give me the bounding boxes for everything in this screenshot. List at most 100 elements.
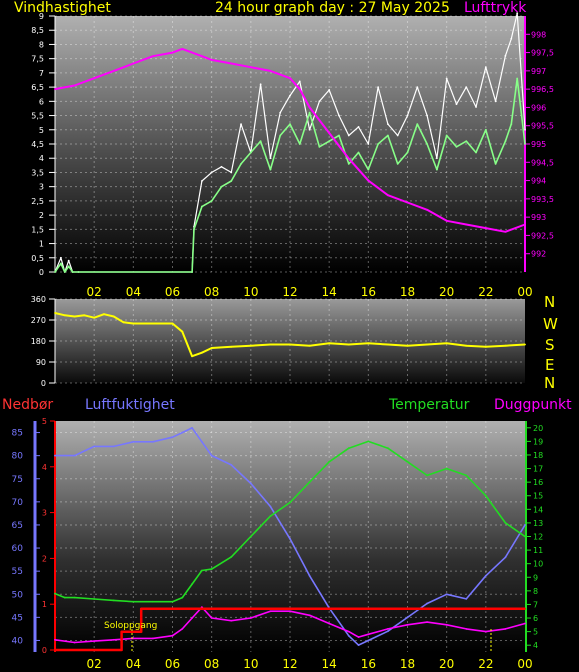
x-tick-label: 16 [361,285,376,299]
wind-speed-line-point [269,168,272,171]
wind-gust-line-point [396,134,399,137]
pressure-line-point [181,48,184,50]
y2-tick-label: 994 [531,177,546,186]
humidity-line-point [426,602,428,605]
wind-direction-line-point [83,314,86,317]
wind-speed-line-point [54,271,56,273]
wind-gust-line-point [465,86,468,89]
wind-speed-line-point [259,140,262,143]
y-tick-label: 8,5 [31,26,44,35]
wind-gust-line-point [59,256,62,259]
humidity-tick-label: 75 [12,475,23,485]
humidity-line-point [73,454,76,457]
temperature-line-point [406,460,409,463]
temperature-line-point [504,522,507,524]
pressure-line-point [298,88,301,91]
compass-s: S [545,336,555,354]
wind-direction-line-point [103,313,105,316]
temperature-line-point [347,447,350,450]
x-tick-label: 02 [87,285,102,299]
wind-speed-line-point [377,143,380,145]
y-tick-label: 5 [39,126,44,135]
wind-direction-line-point [308,344,311,347]
y2-tick-label: 996,5 [531,85,554,94]
wind-gust-line-point [416,86,419,89]
wind-speed-line-point [67,265,70,268]
wind-speed-plot-area [55,16,525,272]
rain-tick-label: 4 [42,463,47,472]
y2-tick-label: 994,5 [531,158,554,167]
wind-direction-line-point [465,344,468,347]
rain-line-point [524,607,526,610]
pressure-line-point [406,201,409,204]
wind-gust-line-point [338,114,340,117]
wind-direction-line-point [54,312,56,314]
x-tick-label: 08 [204,657,219,671]
dewpoint-line-point [191,617,193,619]
humidity-tick-label: 55 [12,567,23,577]
wind-speed-line-point [406,151,409,154]
wind-direction-line-point [142,322,145,325]
dewpoint-line-point [504,628,507,630]
wind-speed-line-point [494,163,497,165]
wind-gust-line-point [259,83,262,86]
rain-line-point [54,649,56,651]
wind-speed-line-point [396,163,399,165]
x-tick-label: 00 [517,285,532,299]
x-tick-label: 14 [322,657,337,671]
wind-speed-line-point [426,143,428,145]
temperature-line-point [249,535,252,538]
pressure-line-point [112,69,115,72]
wind-gust-line-point [318,100,321,103]
wind-speed-line-point [289,123,291,125]
temperature-line-point [210,568,213,571]
humidity-line-point [367,639,370,642]
wind-direction-grid [55,298,525,384]
x-tick-label: 12 [282,285,297,299]
pressure-line-point [504,230,507,233]
y-tick-label: 2 [39,211,44,220]
humidity-line-point [269,505,272,508]
dewpoint-line-point [357,636,360,638]
wind-direction-line-point [230,345,233,348]
pressure-line-point [445,219,448,222]
humidity-line-point [171,436,174,439]
wind-direction-line-point [269,343,272,346]
y-tick-label: 2,5 [31,197,44,206]
wind-direction-line-point [484,345,487,348]
wind-direction-line-point [347,343,350,346]
temperature-line-point [445,467,448,470]
dewpoint-line-point [171,634,174,637]
wind-direction-line-point [328,342,331,345]
x-tick-label: 02 [87,657,102,671]
wind-direction-y-ticks: 0 90 180 270 360 [31,295,55,388]
temperature-tick-label: 16 [533,478,543,487]
x-tick-label: 06 [165,657,180,671]
humidity-tick-label: 65 [12,521,23,531]
pressure-y-ticks: 992 992,5 993 993,5 994 994,5 995 995,5 996 996,5… [525,30,554,259]
wind-speed-line-point [308,111,311,114]
pressure-line-point [347,157,350,160]
y-tick-label: 180 [31,337,46,346]
x-tick-label: 16 [361,657,376,671]
wind-speed-line-point [200,205,203,208]
y2-tick-label: 997 [531,67,546,76]
y-tick-label: 8 [39,40,44,49]
wind-gust-line-point [494,100,497,103]
dewpoint-line-point [152,637,154,640]
wind-speed-line-point [367,168,370,171]
chart-title: 24 hour graph day : 27 May 2025 [215,0,450,16]
pressure-line-point [465,223,468,226]
humidity-tick-label: 40 [12,636,24,646]
wind-direction-line-point [406,344,409,347]
dewpoint-line-point [73,641,76,644]
humidity-line-point [54,454,56,457]
compass-e: E [545,356,554,374]
wind-direction-line-point [132,322,135,325]
wind-speed-line-point [63,271,66,273]
wind-direction-line-point [112,315,115,318]
humidity-line-point [524,524,526,526]
wind-speed-line-point [416,123,419,125]
x-tick-label: 20 [439,657,454,671]
pressure-line-point [269,69,272,72]
